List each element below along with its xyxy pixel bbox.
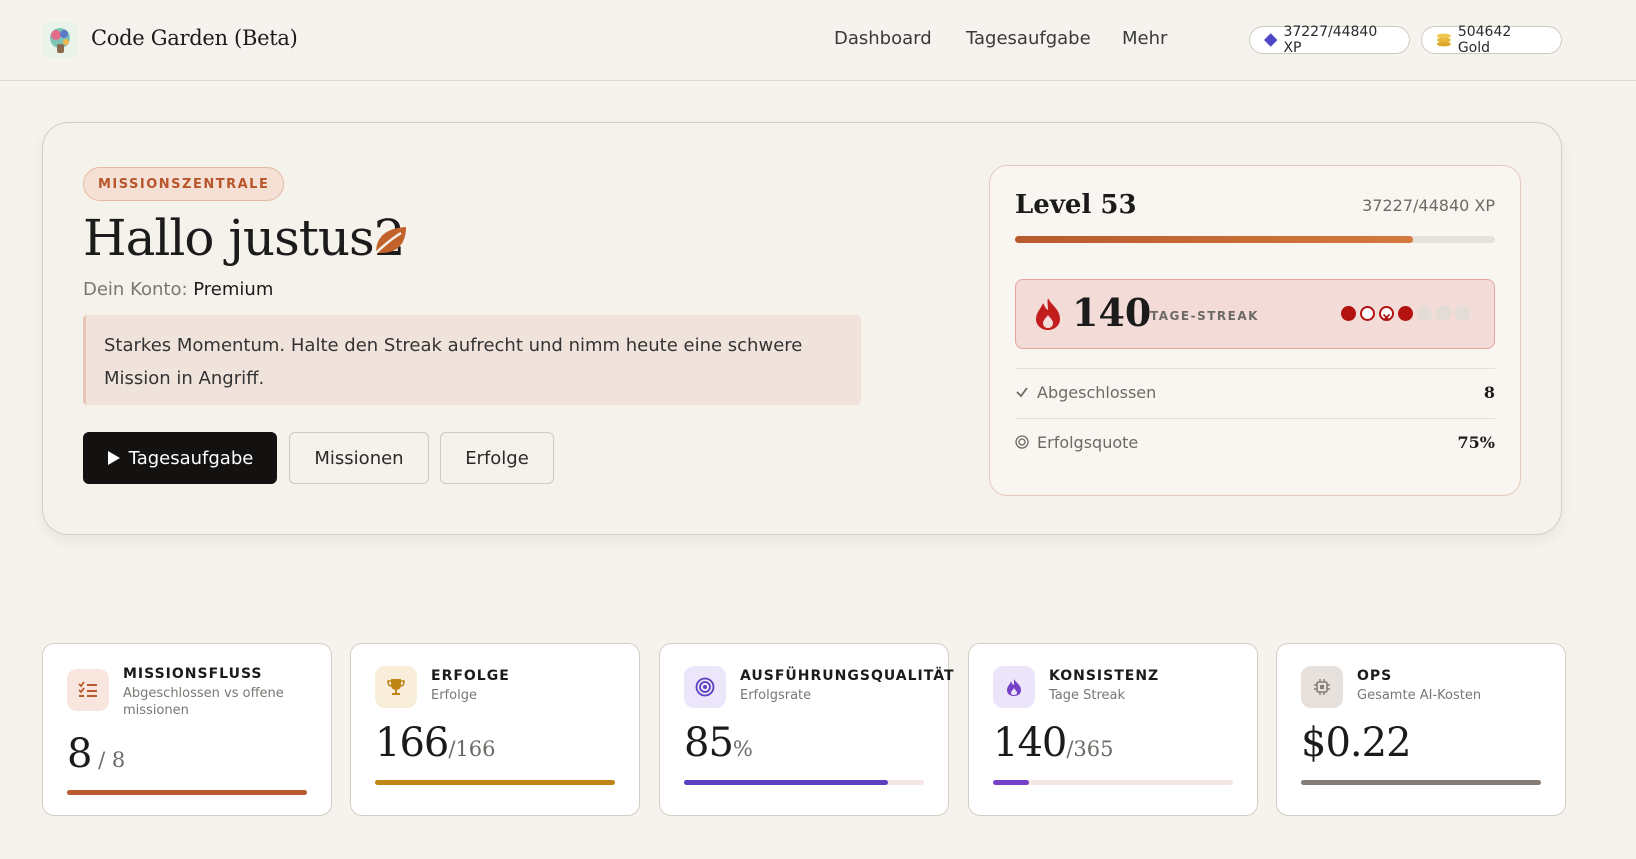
stat-card-suffix: % — [732, 737, 753, 761]
chip-icon — [1301, 666, 1343, 708]
success-rate-label: Erfolgsquote — [1037, 433, 1139, 452]
stat-card-subtitle: Abgeschlossen vs offene missionen — [123, 686, 284, 718]
streak-day-dot — [1417, 306, 1432, 321]
xp-pill-text: 37227/44840 XP — [1283, 24, 1378, 56]
completed-label: Abgeschlossen — [1037, 383, 1157, 402]
stat-card-suffix: / 8 — [91, 748, 126, 772]
success-rate-row: Erfolgsquote 75% — [1015, 418, 1495, 468]
completed-row: Abgeschlossen 8 — [1015, 368, 1495, 418]
stat-card[interactable]: AUSFÜHRUNGSQUALITÄT Erfolgsrate 85% — [659, 643, 954, 816]
stat-card-number: 140 — [993, 720, 1067, 766]
stat-card-progress-fill — [375, 780, 615, 785]
level-progress-fill — [1015, 236, 1414, 243]
daily-task-button-label: Tagesaufgabe — [128, 447, 254, 469]
play-icon — [107, 451, 120, 465]
leaf-icon — [375, 227, 406, 254]
account-label: Dein Konto: — [83, 279, 188, 300]
top-bar: Code Garden (Beta) Dashboard Tagesaufgab… — [0, 0, 1636, 81]
trophy-icon — [375, 666, 417, 708]
stat-card-suffix: /365 — [1066, 737, 1114, 761]
stat-card-subtitle: Erfolgsrate — [740, 688, 812, 703]
stat-card-progress-fill — [993, 780, 1029, 785]
stat-card-progress-bar — [684, 780, 924, 785]
stat-card-title: ERFOLGE — [431, 668, 510, 684]
account-info: Dein Konto: Premium — [83, 279, 273, 300]
check-icon — [1016, 387, 1028, 398]
streak-day-dot — [1436, 306, 1451, 321]
gold-pill-text: 504642 Gold — [1457, 24, 1512, 56]
level-title: Level 53 — [1015, 190, 1137, 220]
stat-card[interactable]: OPS Gesamte AI-Kosten $0.22 — [1276, 643, 1566, 816]
nav-tagesaufgabe[interactable]: Tagesaufgabe — [966, 28, 1091, 49]
coins-icon — [1436, 33, 1451, 47]
nav-mehr[interactable]: Mehr — [1122, 28, 1168, 49]
account-plan: Premium — [193, 279, 274, 300]
mission-center-badge: MISSIONSZENTRALE — [83, 167, 285, 201]
stat-card[interactable]: KONSISTENZ Tage Streak 140/365 — [968, 643, 1258, 816]
stat-card-value: 8 / 8 — [67, 731, 125, 777]
stat-card[interactable]: ERFOLGE Erfolge 166/166 — [350, 643, 640, 816]
streak-day-dot — [1341, 306, 1356, 321]
hero-card: MISSIONSZENTRALE Hallo justus2 Dein Kont… — [42, 122, 1562, 535]
stat-card-title: OPS — [1357, 668, 1393, 684]
stat-card-progress-bar — [993, 780, 1233, 785]
motivation-note: Starkes Momentum. Halte den Streak aufre… — [83, 315, 861, 405]
nav-dashboard[interactable]: Dashboard — [834, 28, 932, 49]
stat-card-title: KONSISTENZ — [1049, 668, 1160, 684]
level-panel: Level 53 37227/44840 XP 140 TAGE-STREAK … — [989, 165, 1521, 496]
stat-card-subtitle: Tage Streak — [1049, 688, 1126, 703]
stat-card-progress-bar — [67, 790, 307, 795]
stat-card-value: 140/365 — [993, 720, 1114, 766]
stat-card-progress-fill — [684, 780, 888, 785]
completed-value: 8 — [1483, 383, 1495, 402]
stat-card-value: 166/166 — [375, 720, 496, 766]
stat-card-value: $0.22 — [1301, 720, 1412, 766]
stat-card-title: MISSIONSFLUSS — [123, 666, 263, 682]
diamond-icon — [1264, 33, 1278, 47]
flame-icon — [1036, 298, 1060, 330]
stat-card-progress-fill — [1301, 780, 1541, 785]
stat-card-number: 85 — [684, 720, 734, 766]
level-xp: 37227/44840 XP — [1362, 196, 1495, 215]
success-rate-value: 75% — [1457, 433, 1495, 452]
gold-pill[interactable]: 504642 Gold — [1421, 24, 1562, 56]
app-title[interactable]: Code Garden (Beta) — [91, 26, 298, 50]
achievements-button[interactable]: Erfolge — [440, 432, 554, 484]
stat-card-title: AUSFÜHRUNGSQUALITÄT — [740, 668, 955, 684]
stat-card-number: $0.22 — [1301, 720, 1412, 766]
greeting-heading: Hallo justus2 — [83, 209, 406, 267]
stat-card[interactable]: MISSIONSFLUSS Abgeschlossen vs offene mi… — [42, 643, 332, 816]
stat-card-subtitle: Erfolge — [431, 688, 477, 703]
stat-card-progress-fill — [67, 790, 307, 795]
stat-card-number: 8 — [67, 731, 92, 777]
daily-task-button[interactable]: Tagesaufgabe — [83, 432, 277, 484]
list-icon — [67, 669, 109, 711]
stat-card-value: 85% — [684, 720, 753, 766]
missions-button[interactable]: Missionen — [289, 432, 429, 484]
streak-day-dot — [1398, 306, 1413, 321]
stat-card-suffix: /166 — [448, 737, 496, 761]
stat-card-progress-bar — [375, 780, 615, 785]
target-icon — [1015, 435, 1029, 449]
stat-card-subtitle: Gesamte AI-Kosten — [1357, 688, 1482, 703]
streak-count: 140 — [1072, 290, 1152, 335]
streak-day-dot — [1379, 306, 1394, 322]
streak-day-dot — [1455, 306, 1470, 321]
target-icon — [684, 666, 726, 708]
streak-label: TAGE-STREAK — [1150, 309, 1259, 323]
streak-day-dot — [1360, 306, 1375, 321]
streak-week-dots — [1341, 306, 1470, 322]
stat-card-number: 166 — [375, 720, 449, 766]
streak-box: 140 TAGE-STREAK — [1015, 279, 1495, 349]
flame-icon — [993, 666, 1035, 708]
level-progress-bar — [1015, 236, 1495, 243]
stat-card-progress-bar — [1301, 780, 1541, 785]
xp-pill[interactable]: 37227/44840 XP — [1249, 24, 1410, 56]
app-logo-icon[interactable] — [42, 22, 78, 58]
